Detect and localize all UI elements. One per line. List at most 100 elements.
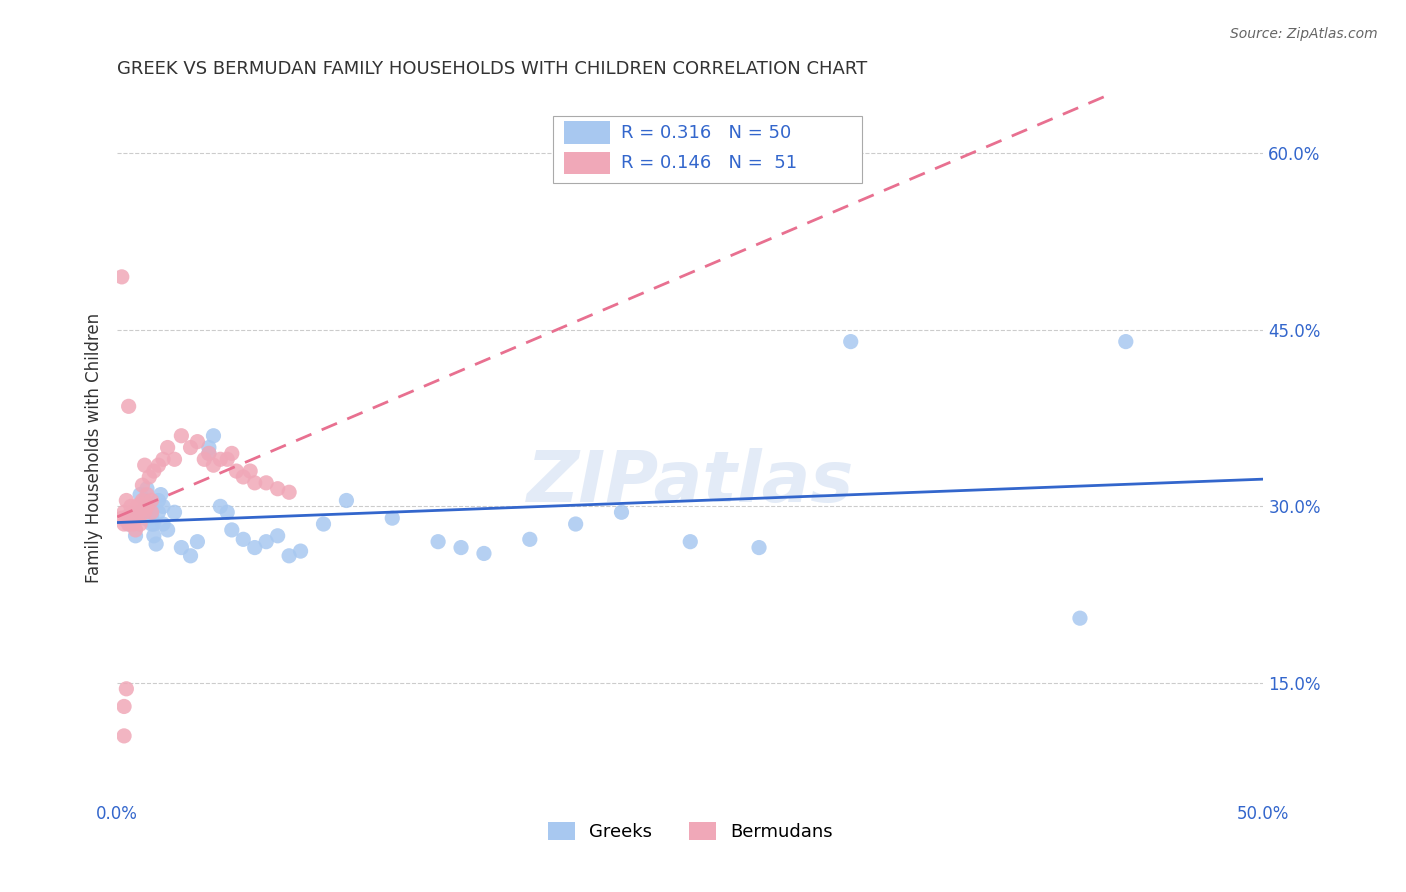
Point bbox=[290, 544, 312, 558]
Point bbox=[180, 549, 202, 563]
Text: R = 0.146   N =  51: R = 0.146 N = 51 bbox=[621, 154, 797, 172]
Point bbox=[115, 681, 138, 696]
Point bbox=[141, 508, 163, 523]
Point bbox=[239, 464, 262, 478]
FancyBboxPatch shape bbox=[564, 121, 610, 144]
Point bbox=[115, 493, 138, 508]
Point bbox=[141, 516, 163, 531]
Point bbox=[472, 546, 495, 560]
Point bbox=[243, 541, 266, 555]
Point bbox=[202, 429, 225, 443]
Point bbox=[278, 549, 301, 563]
Point bbox=[122, 516, 145, 531]
Point bbox=[254, 534, 277, 549]
Point bbox=[124, 511, 146, 525]
Point bbox=[134, 493, 156, 508]
Point bbox=[152, 500, 174, 514]
Point bbox=[1115, 334, 1137, 349]
Point bbox=[141, 493, 163, 508]
Point bbox=[427, 534, 450, 549]
Text: Source: ZipAtlas.com: Source: ZipAtlas.com bbox=[1230, 27, 1378, 41]
Point bbox=[111, 269, 134, 284]
Point bbox=[124, 529, 146, 543]
Point bbox=[202, 458, 225, 473]
Y-axis label: Family Households with Children: Family Households with Children bbox=[86, 312, 103, 582]
Point bbox=[141, 505, 163, 519]
Point bbox=[145, 537, 167, 551]
Point bbox=[221, 446, 243, 460]
Point bbox=[118, 508, 141, 523]
Text: R = 0.316   N = 50: R = 0.316 N = 50 bbox=[644, 124, 814, 142]
Point bbox=[134, 458, 156, 473]
Point bbox=[225, 464, 247, 478]
Point bbox=[163, 505, 186, 519]
Point bbox=[381, 511, 404, 525]
Point bbox=[129, 505, 152, 519]
Point bbox=[679, 534, 702, 549]
Point bbox=[112, 516, 135, 531]
Point bbox=[131, 478, 153, 492]
Point bbox=[243, 475, 266, 490]
Text: ZIPatlas: ZIPatlas bbox=[527, 449, 853, 517]
Point bbox=[118, 516, 141, 531]
Point bbox=[198, 441, 221, 455]
Point bbox=[156, 523, 179, 537]
Point bbox=[129, 505, 152, 519]
Point bbox=[112, 729, 135, 743]
Point bbox=[142, 464, 165, 478]
Point bbox=[186, 534, 208, 549]
Point bbox=[193, 452, 215, 467]
Point bbox=[564, 516, 586, 531]
Point bbox=[134, 505, 156, 519]
Point bbox=[148, 505, 170, 519]
Point bbox=[148, 458, 170, 473]
Point bbox=[142, 516, 165, 531]
Point bbox=[138, 500, 160, 514]
Point bbox=[163, 452, 186, 467]
Point bbox=[198, 446, 221, 460]
Point bbox=[152, 452, 174, 467]
Point bbox=[156, 441, 179, 455]
Text: GREEK VS BERMUDAN FAMILY HOUSEHOLDS WITH CHILDREN CORRELATION CHART: GREEK VS BERMUDAN FAMILY HOUSEHOLDS WITH… bbox=[117, 60, 868, 78]
Text: R = 0.146   N = 51: R = 0.146 N = 51 bbox=[644, 153, 815, 170]
Point bbox=[335, 493, 357, 508]
Point bbox=[186, 434, 208, 449]
FancyBboxPatch shape bbox=[553, 116, 862, 183]
Point bbox=[217, 452, 239, 467]
Point bbox=[152, 516, 174, 531]
Point bbox=[112, 699, 135, 714]
Point bbox=[122, 505, 145, 519]
Point bbox=[136, 500, 159, 514]
Point bbox=[141, 501, 163, 516]
Point bbox=[149, 487, 172, 501]
Point bbox=[748, 541, 770, 555]
Point bbox=[312, 516, 335, 531]
Point bbox=[131, 493, 153, 508]
Point bbox=[129, 516, 152, 531]
Point bbox=[124, 523, 146, 537]
Point bbox=[519, 533, 541, 547]
Point bbox=[209, 500, 232, 514]
Point bbox=[136, 482, 159, 496]
Point bbox=[112, 505, 135, 519]
Point bbox=[232, 470, 254, 484]
FancyBboxPatch shape bbox=[564, 152, 610, 174]
Point bbox=[221, 523, 243, 537]
Point bbox=[198, 446, 221, 460]
Point bbox=[127, 500, 149, 514]
Point bbox=[127, 505, 149, 519]
Point bbox=[170, 429, 193, 443]
Point bbox=[209, 452, 232, 467]
Point bbox=[129, 487, 152, 501]
Text: R = 0.316   N = 50: R = 0.316 N = 50 bbox=[621, 124, 792, 142]
Point bbox=[180, 441, 202, 455]
Point bbox=[170, 541, 193, 555]
Point bbox=[129, 497, 152, 511]
Point bbox=[266, 529, 288, 543]
Point bbox=[148, 493, 170, 508]
Point bbox=[217, 505, 239, 519]
Point bbox=[120, 500, 142, 514]
Point bbox=[450, 541, 472, 555]
Point bbox=[142, 529, 165, 543]
Point bbox=[610, 505, 633, 519]
